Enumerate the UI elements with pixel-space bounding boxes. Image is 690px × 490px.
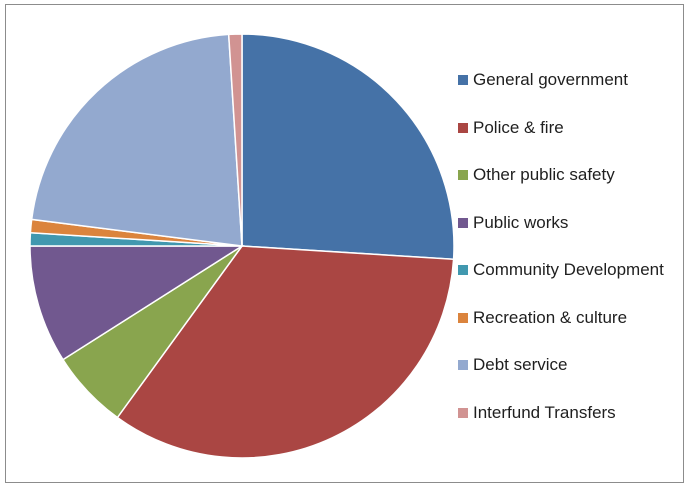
legend-label: Recreation & culture [473,307,628,327]
pie-slice-1 [116,245,455,459]
legend-label: Public works [473,212,569,232]
legend-item: Police & fire [458,117,564,139]
legend-swatch [458,312,468,323]
legend-label: Community Development [473,260,664,279]
pie-slice-7 [227,33,243,247]
pie-slice-6 [30,33,243,247]
legend-item: Other public safety [458,164,615,186]
legend-swatch [458,360,468,370]
legend-label: General government [473,70,628,89]
legend-swatch [458,75,468,85]
pie-chart [29,33,455,459]
chart-area: General government Police & fire Other pub… [5,4,684,483]
pie-slice-0 [241,33,455,261]
legend-swatch [458,122,468,133]
legend-label: Other public safety [473,165,615,184]
legend-item: Recreation & culture [458,307,627,329]
legend-label: Debt service [473,355,568,374]
legend-swatch [458,217,468,228]
pie-slice-3 [29,245,245,361]
legend-label: Interfund Transfers [473,402,616,422]
legend-swatch [458,265,468,275]
legend-item: Public works [458,212,568,234]
legend-item: Interfund Transfers [458,402,616,424]
legend-swatch [458,170,468,180]
legend-item: Debt service [458,354,567,376]
legend-item: Community Development [458,259,664,281]
legend-item: General government [458,69,628,91]
legend-label: Police & fire [473,117,564,137]
legend-swatch [458,407,468,418]
